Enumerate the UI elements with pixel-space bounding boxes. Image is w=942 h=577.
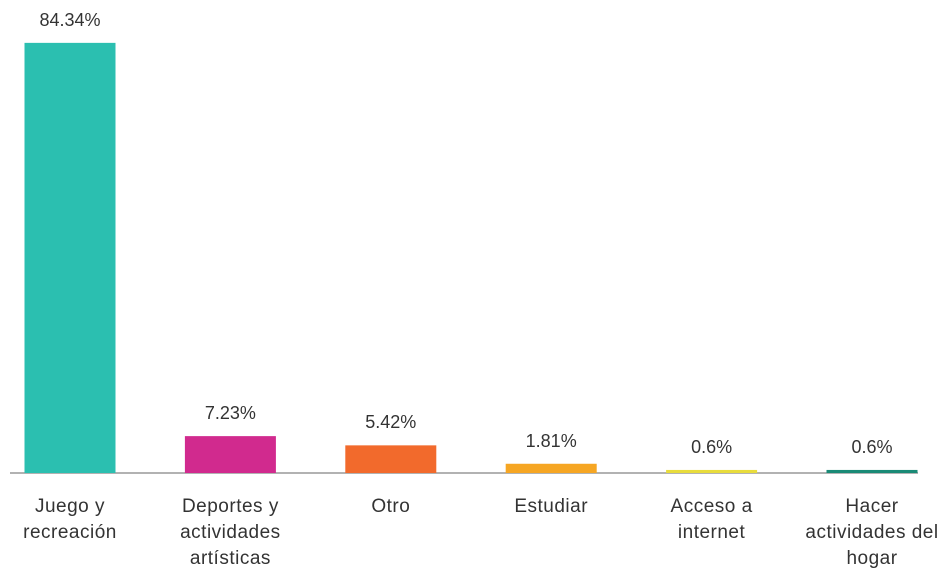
value-label: 1.81% — [525, 430, 577, 451]
value-label: 0.6% — [851, 436, 893, 457]
value-label: 84.34% — [39, 9, 101, 30]
value-label: 7.23% — [204, 403, 256, 424]
category-label: Estudiar — [514, 496, 589, 517]
value-label: 0.6% — [691, 436, 733, 457]
bar — [24, 42, 116, 474]
bar — [826, 469, 918, 473]
bar — [184, 436, 276, 473]
category-label: Hacer actividades del hogar — [805, 496, 939, 569]
bar — [666, 469, 758, 473]
bar — [505, 463, 597, 473]
category-label: Acceso a internet — [670, 496, 753, 543]
category-label: Deportes y actividades artísticas — [180, 496, 281, 569]
bar — [345, 445, 437, 473]
category-label: Otro — [371, 496, 411, 517]
category-label: Juego y recreación — [23, 496, 117, 543]
value-label: 5.42% — [365, 412, 417, 433]
